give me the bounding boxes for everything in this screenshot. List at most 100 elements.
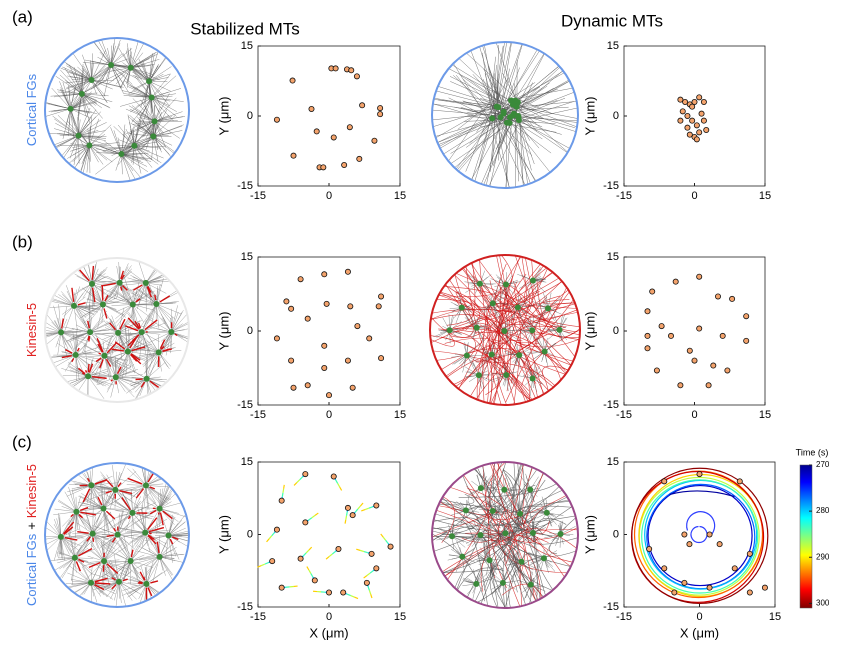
y-tick-label: -15: [237, 601, 253, 613]
data-point: [374, 566, 379, 571]
x-tick-label: 0: [691, 190, 697, 202]
centrosome: [144, 376, 150, 382]
data-point: [730, 296, 735, 301]
microtubule: [116, 582, 119, 607]
trajectory: [300, 477, 303, 480]
centrosome: [489, 352, 495, 358]
row-title-part: Kinesin-5: [24, 464, 39, 518]
data-point: [744, 338, 749, 343]
kinesin-bundle: [155, 295, 156, 300]
trajectory: [336, 480, 338, 483]
data-point: [687, 542, 692, 547]
microtubule: [58, 332, 61, 354]
y-tick-label: 0: [247, 528, 253, 540]
data-point: [720, 333, 725, 338]
y-axis-label: Y (μm): [216, 311, 231, 350]
plot-area: [624, 257, 765, 405]
centrosome: [510, 98, 516, 104]
data-point: [305, 316, 310, 321]
microtubule: [79, 136, 80, 164]
data-point: [355, 323, 360, 328]
centrosome: [541, 555, 547, 561]
x-tick-label: 0: [691, 409, 697, 421]
trajectory: [346, 516, 347, 520]
microtubule: [89, 125, 111, 146]
microtubule: [401, 82, 500, 107]
microtubule: [127, 468, 146, 485]
data-point: [650, 289, 655, 294]
data-point: [645, 309, 650, 314]
trajectory: [261, 564, 265, 566]
x-tick-label: 0: [326, 611, 332, 623]
x-tick-label: 15: [769, 611, 781, 623]
centrosome: [517, 511, 523, 517]
centrosome: [90, 531, 96, 537]
trajectory: [347, 594, 351, 596]
data-point: [697, 326, 702, 331]
row-title: Kinesin-5: [24, 303, 39, 357]
microtubule: [472, 121, 511, 212]
data-point: [369, 551, 374, 556]
centrosome: [168, 329, 174, 335]
data-point: [298, 277, 303, 282]
centrosome: [476, 372, 482, 378]
trajectory: [361, 510, 365, 511]
trajectory: [309, 518, 312, 520]
centrosome: [490, 300, 496, 306]
microtubule: [156, 304, 171, 319]
y-tick-label: -15: [237, 399, 253, 411]
kinesin-bundle: [88, 364, 89, 372]
data-point: [678, 383, 683, 388]
data-point: [290, 78, 295, 83]
centrosome: [112, 487, 118, 493]
simulation: [395, 10, 603, 214]
kinesin-bundle: [77, 532, 88, 533]
centrosome: [503, 372, 509, 378]
centrosome: [153, 301, 159, 307]
colorbar: [800, 465, 812, 608]
centrosome: [487, 557, 493, 563]
microtubule: [75, 512, 92, 533]
y-tick-label: -15: [603, 601, 619, 613]
row-title-part: Kinesin-5: [24, 303, 39, 357]
centrosome: [101, 353, 107, 359]
centrosome: [116, 579, 122, 585]
kinesin-bundle: [104, 308, 107, 318]
data-point: [378, 105, 383, 110]
colorbar-tick-label: 300: [816, 598, 830, 607]
microtubule: [118, 535, 132, 558]
y-tick-label: -15: [603, 399, 619, 411]
data-point: [659, 323, 664, 328]
plot-area: [258, 257, 400, 405]
data-point: [685, 113, 690, 118]
data-point: [747, 551, 752, 556]
centrosome: [131, 143, 137, 149]
trajectory: [383, 537, 385, 540]
centrosome: [530, 278, 536, 284]
kinesin-bundle: [102, 286, 103, 301]
centrosome: [128, 558, 134, 564]
data-point: [341, 590, 346, 595]
centrosome: [503, 282, 509, 288]
centrosome: [128, 65, 134, 71]
kinesin-bundle: [111, 380, 113, 381]
centrosome: [125, 349, 131, 355]
microtubule: [129, 584, 147, 597]
trajectory: [365, 508, 369, 509]
x-tick-label: 15: [394, 611, 406, 623]
centrosome: [530, 376, 536, 382]
data-point: [706, 383, 711, 388]
kinesin-bundle: [128, 478, 143, 484]
trajectory: [307, 567, 309, 570]
trajectory: [370, 571, 373, 573]
trajectory: [369, 590, 370, 594]
kinesin-bundle: [72, 288, 74, 302]
y-tick-label: 15: [241, 251, 253, 263]
row-title-part: Cortical FGs: [24, 533, 39, 606]
data-point: [324, 301, 329, 306]
trajectory: [358, 506, 361, 509]
row-title: Cortical FGs+Kinesin-5: [24, 464, 39, 606]
data-point: [350, 513, 355, 518]
data-point: [690, 104, 695, 109]
y-tick-label: 15: [241, 456, 253, 468]
